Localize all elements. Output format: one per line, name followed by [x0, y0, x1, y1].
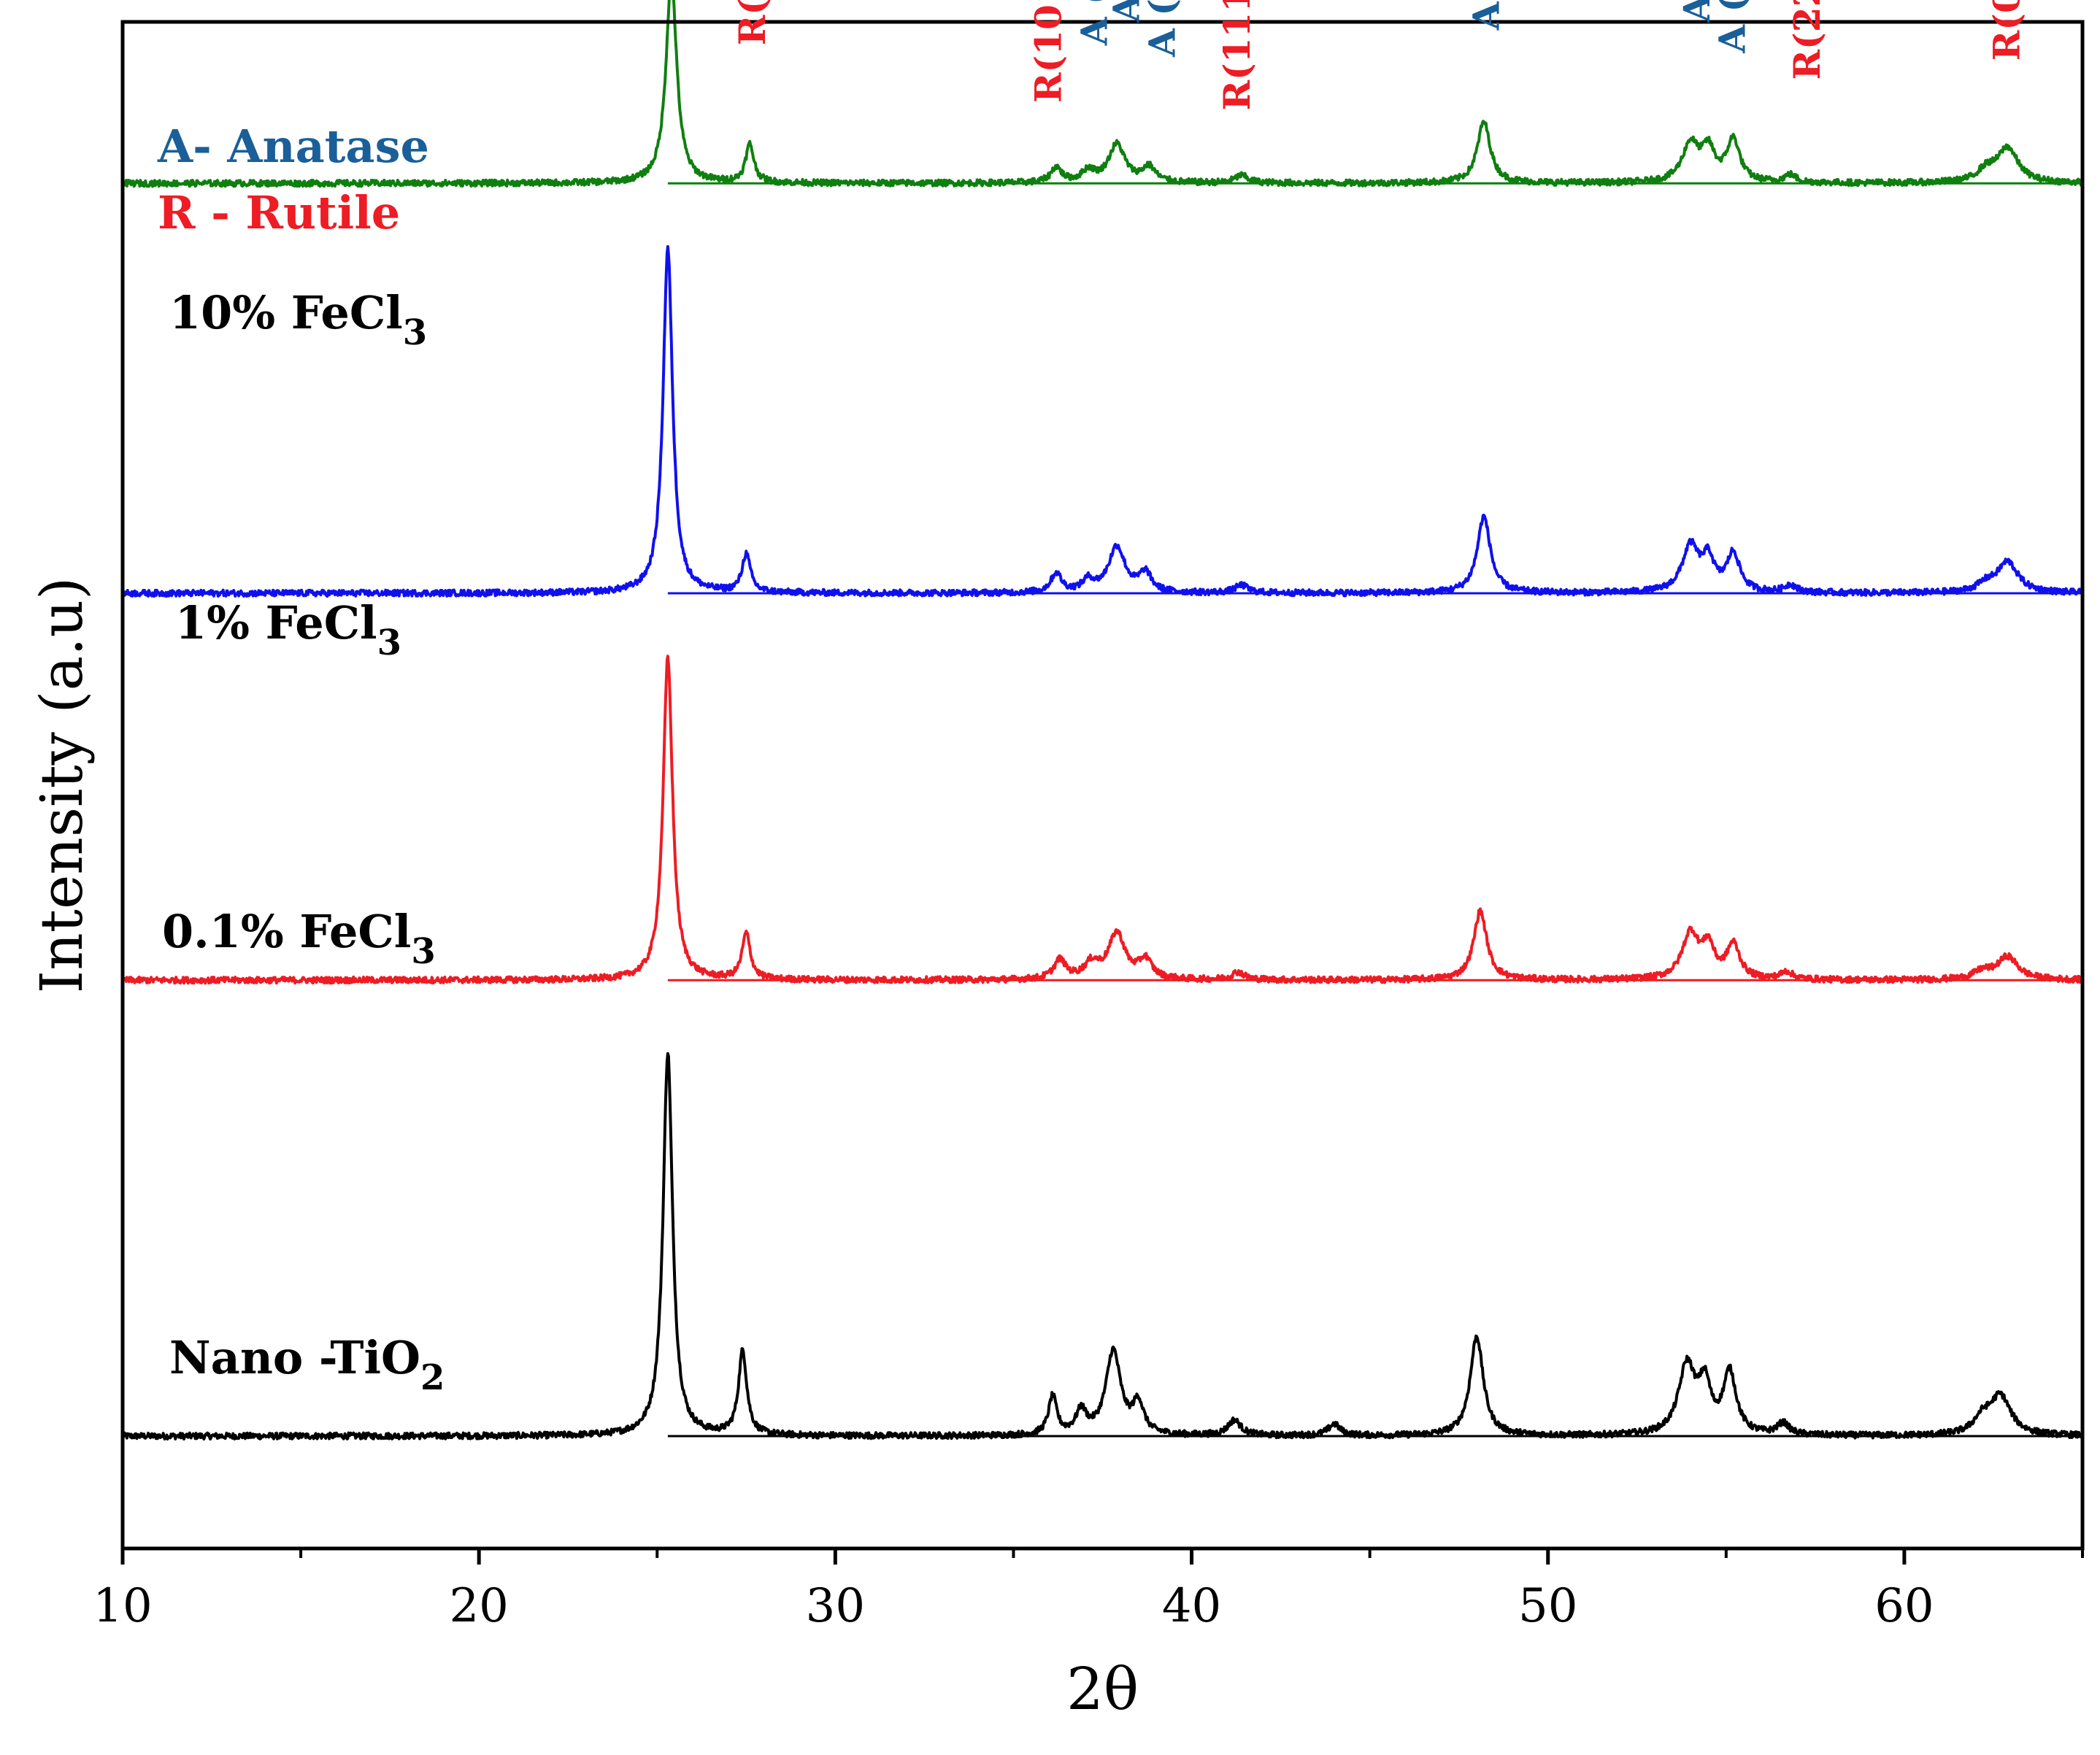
x-tick-label: 30	[806, 1579, 865, 1633]
x-tick-label: 20	[449, 1579, 508, 1633]
plot-frame	[120, 20, 2085, 1551]
series-label: 1% FeCl3	[175, 596, 401, 663]
peak-annotation: R(002)	[1985, 0, 2028, 61]
x-tick-label: 60	[1874, 1579, 1934, 1633]
peak-annotation: A (004)	[1105, 0, 1148, 23]
series-label: 0.1% FeCl3	[162, 905, 436, 972]
peak-annotations: A (101)R(110)R(101)A (103)A (004)A (112)…	[731, 0, 2028, 111]
peak-annotation: R(110)	[731, 0, 774, 45]
series-line-3	[121, 0, 2084, 188]
series-label: 10% FeCl3	[169, 286, 427, 353]
series-labels: Nano -TiO2 0.1% FeCl3 1% FeCl3 10% FeCl3	[162, 286, 445, 1398]
x-tick-label: 10	[93, 1579, 152, 1633]
y-axis-title: Intensity (a.u)	[28, 577, 96, 994]
x-tick-label: 50	[1518, 1579, 1577, 1633]
series-line-0	[121, 1052, 2083, 1440]
peak-annotation: A (211)	[1711, 0, 1754, 54]
peak-annotation: A (112)	[1141, 0, 1184, 58]
legend: A- Anatase R - Rutile	[157, 120, 429, 239]
series-label: Nano -TiO2	[169, 1331, 445, 1398]
peak-annotation: R(111)	[1215, 0, 1258, 111]
legend-item: A- Anatase	[157, 120, 429, 173]
peak-annotation: A (105)	[1675, 0, 1718, 23]
x-ticks: 10 20 30 40 50 60	[93, 1548, 2084, 1633]
series-line-1	[121, 655, 2084, 985]
legend-item: R - Rutile	[158, 186, 400, 239]
x-axis-title: 2θ	[1066, 1655, 1139, 1723]
peak-annotation: A (200)	[1465, 0, 1508, 31]
peak-annotation: R(101)	[1026, 0, 1069, 103]
axes-layer	[120, 20, 2085, 1551]
series-line-2	[121, 244, 2084, 598]
series-layer	[121, 0, 2084, 1440]
peak-annotation: R(220)	[1785, 0, 1828, 80]
x-tick-label: 40	[1162, 1579, 1221, 1633]
peak-annotation: A (103)	[1073, 0, 1116, 46]
